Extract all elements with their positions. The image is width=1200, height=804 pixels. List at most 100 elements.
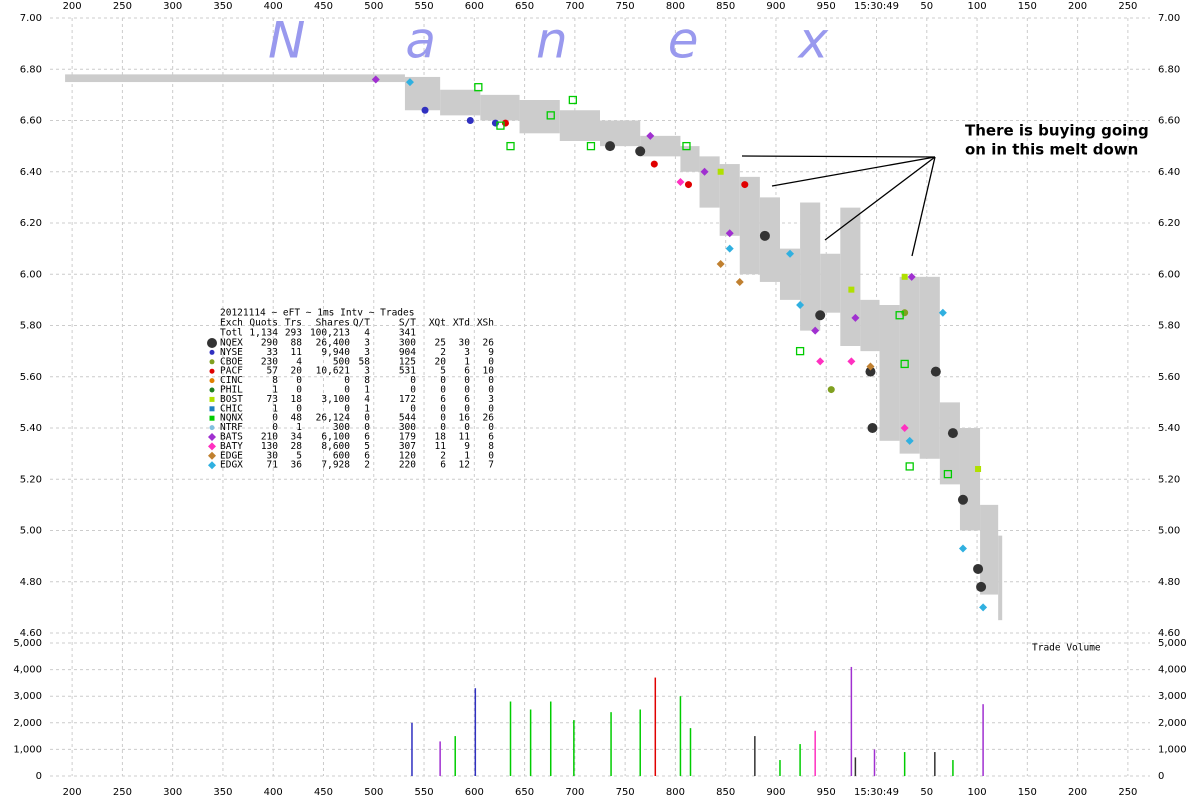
y2-tick-label: 2,000 xyxy=(1158,718,1187,729)
y-tick-label: 4.60 xyxy=(1158,628,1180,639)
spread-band xyxy=(879,305,900,441)
y-tick-label: 5.40 xyxy=(20,423,42,434)
trade-marker xyxy=(506,141,515,151)
table-cell: 8 xyxy=(272,375,278,386)
x-tick-label: 200 xyxy=(1068,1,1087,12)
volume-bar xyxy=(850,666,853,776)
trade-marker xyxy=(421,106,429,114)
table-cell: 30 xyxy=(267,450,279,461)
trade-marker xyxy=(901,273,908,280)
trade-marker xyxy=(405,78,414,87)
table-cell: 3,100 xyxy=(321,394,350,405)
table-cell: 6 xyxy=(364,450,370,461)
x-tick-label: 550 xyxy=(414,787,433,798)
table-cell: 0 xyxy=(410,385,416,396)
table-cell: Quots xyxy=(249,318,278,329)
x-tick-label: 450 xyxy=(314,787,333,798)
trade-marker xyxy=(905,436,914,445)
y2-tick-label: 1,000 xyxy=(1158,744,1187,755)
x-tick-label: 400 xyxy=(264,787,283,798)
table-cell: 1,134 xyxy=(249,328,278,339)
table-cell: 210 xyxy=(261,432,278,443)
volume-bar xyxy=(454,736,456,776)
table-cell: 9 xyxy=(464,441,470,452)
table-cell: 230 xyxy=(261,356,278,367)
trade-marker xyxy=(973,563,984,574)
x-tick-label: 550 xyxy=(414,1,433,12)
table-cell: 73 xyxy=(267,394,278,405)
table-cell: 5 xyxy=(296,450,302,461)
arrow-line xyxy=(911,156,936,257)
table-cell: 1 xyxy=(296,422,302,433)
table-cell: 3 xyxy=(364,366,370,377)
table-cell: 0 xyxy=(272,413,278,424)
y-tick-label: 5.80 xyxy=(20,321,42,332)
table-cell: Exch xyxy=(220,318,243,329)
x-tick-label: 250 xyxy=(113,1,132,12)
trade-marker xyxy=(605,141,616,152)
trade-marker xyxy=(907,272,916,281)
table-cell: 0 xyxy=(488,375,494,386)
legend-marker xyxy=(208,442,216,451)
x-tick-label: 350 xyxy=(213,1,232,12)
legend-marker xyxy=(209,387,215,393)
y2-tick-label: 3,000 xyxy=(13,691,42,702)
volume-bar xyxy=(903,752,906,776)
table-cell: 0 xyxy=(488,450,494,461)
legend-marker xyxy=(208,433,216,441)
trade-marker xyxy=(938,308,947,317)
table-cell: 26,400 xyxy=(316,338,351,349)
table-cell: 290 xyxy=(261,338,278,349)
table-cell: 300 xyxy=(399,338,416,349)
volume-bar xyxy=(639,709,641,776)
annotation-lines xyxy=(741,155,936,257)
table-cell: 341 xyxy=(399,328,416,339)
table-cell: 11 xyxy=(435,441,447,452)
table-cell: 5 xyxy=(440,366,446,377)
table-cell: 0 xyxy=(344,403,350,414)
table-cell: S/T xyxy=(399,318,416,329)
table-cell: 100,213 xyxy=(310,328,350,339)
x-tick-label: 650 xyxy=(515,1,534,12)
table-cell: 0 xyxy=(440,375,446,386)
table-cell: 0 xyxy=(488,403,494,414)
table-cell: 58 xyxy=(359,356,371,367)
spread-band xyxy=(480,94,520,121)
y-tick-label: 6.40 xyxy=(20,167,42,178)
table-cell: 130 xyxy=(261,441,278,452)
trade-marker xyxy=(865,366,876,377)
x-tick-label: 600 xyxy=(465,787,484,798)
spread-band xyxy=(440,89,481,116)
table-cell: 30 xyxy=(459,338,471,349)
table-cell: 25 xyxy=(435,338,446,349)
volume-bar xyxy=(854,757,857,776)
table-cell: PACF xyxy=(220,366,243,377)
grid: 2002002502503003003503504004004504505005… xyxy=(13,1,1186,798)
spread-band xyxy=(800,202,821,331)
table-cell: CHIC xyxy=(220,403,243,414)
table-cell: 0 xyxy=(296,385,302,396)
trade-marker xyxy=(815,310,826,321)
table-cell: 26 xyxy=(483,413,495,424)
x-tick-label: 250 xyxy=(1118,1,1137,12)
table-cell: 2 xyxy=(364,460,370,471)
table-cell: 6 xyxy=(364,432,370,443)
volume-bar xyxy=(679,696,682,776)
trade-marker xyxy=(900,424,909,432)
volume-bar xyxy=(474,688,477,776)
volume-bar xyxy=(799,744,801,776)
table-cell: 1 xyxy=(364,403,370,414)
spread-band xyxy=(998,535,1003,621)
trade-marker xyxy=(957,494,968,505)
trade-marker xyxy=(650,160,658,168)
x-tick-label: 800 xyxy=(666,1,685,12)
table-cell: 120 xyxy=(399,450,416,461)
table-cell: 0 xyxy=(364,413,370,424)
table-cell: 0 xyxy=(410,403,416,414)
spread-band xyxy=(640,135,681,157)
y2-tick-label: 4,000 xyxy=(1158,665,1187,676)
trade-marker xyxy=(716,260,725,268)
volume-bar xyxy=(934,752,936,776)
legend-marker xyxy=(209,368,215,374)
table-cell: 0 xyxy=(488,422,494,433)
